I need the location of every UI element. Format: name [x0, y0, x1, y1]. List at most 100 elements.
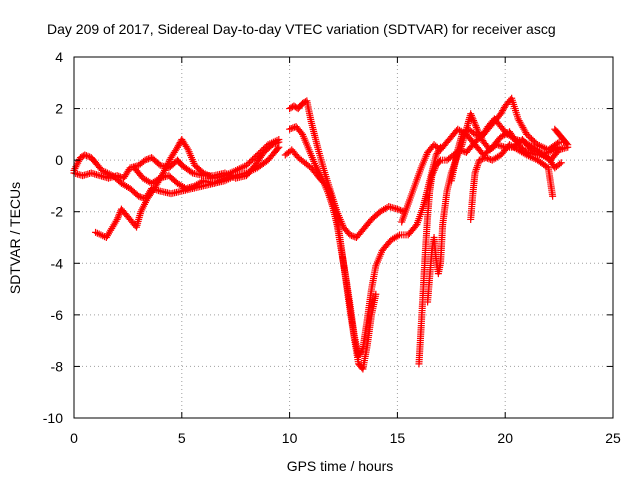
data-point [113, 215, 121, 223]
data-point [557, 159, 565, 167]
data-point [477, 155, 485, 163]
data-point [529, 136, 537, 144]
data-point [286, 125, 294, 133]
data-point [250, 154, 258, 162]
y-tick-label: -4 [51, 255, 64, 271]
data-point [232, 172, 240, 180]
data-point [549, 192, 557, 200]
data-point [527, 135, 535, 143]
data-point [187, 168, 195, 176]
grid-lines [74, 57, 613, 418]
data-point [259, 145, 267, 153]
x-tick-label: 25 [605, 430, 621, 446]
data-point [256, 148, 264, 156]
data-point [472, 123, 480, 131]
x-tick-label: 20 [497, 430, 513, 446]
data-point [473, 164, 481, 172]
data-point [430, 166, 438, 174]
data-point [255, 150, 263, 158]
data-point [510, 134, 518, 142]
data-point [173, 143, 181, 151]
data-point [431, 165, 439, 173]
data-point [247, 157, 255, 165]
data-point [472, 165, 480, 173]
data-point [246, 158, 254, 166]
data-point [482, 154, 490, 162]
data-point [499, 107, 507, 115]
y-tick-label: -6 [51, 307, 64, 323]
data-point [287, 125, 295, 133]
data-point [114, 214, 122, 222]
data-point [136, 193, 144, 201]
x-axis: 0 5 10 15 20 25 [70, 57, 621, 446]
data-point [393, 205, 401, 213]
x-tick-label: 15 [390, 430, 406, 446]
data-point [470, 117, 478, 125]
data-point [471, 120, 479, 128]
data-point [115, 172, 123, 180]
data-point [244, 160, 252, 168]
data-point [143, 155, 151, 163]
data-point [498, 108, 506, 116]
data-point [81, 151, 89, 159]
data-marks [70, 94, 572, 373]
x-axis-label: GPS time / hours [287, 458, 394, 474]
data-point [472, 122, 480, 130]
data-point [372, 290, 380, 298]
data-point [115, 210, 123, 218]
data-point [252, 152, 260, 160]
series-track-5 [286, 97, 408, 241]
data-point [473, 162, 481, 170]
series-track-9 [415, 94, 570, 368]
data-point [523, 130, 531, 138]
data-point [275, 136, 283, 144]
data-point [261, 144, 269, 152]
data-point [483, 154, 491, 162]
series-track-3 [92, 136, 283, 241]
y-tick-label: -8 [51, 358, 64, 374]
series-track-12 [467, 141, 557, 223]
data-point [563, 139, 571, 147]
data-point [472, 167, 480, 175]
data-point [554, 139, 562, 147]
data-point [429, 170, 437, 178]
data-point [468, 113, 476, 121]
data-point [530, 138, 538, 146]
data-point [258, 147, 266, 155]
series-track-4 [130, 164, 240, 193]
data-point [395, 206, 403, 214]
data-point [428, 172, 436, 180]
data-point [499, 105, 507, 113]
plot-frame [73, 56, 614, 419]
series-track-6 [286, 123, 445, 360]
data-point [146, 154, 154, 162]
data-point [135, 192, 143, 200]
series-track-13 [551, 125, 572, 149]
data-point [394, 232, 402, 240]
data-point [346, 231, 354, 239]
data-point [155, 175, 163, 183]
data-point [469, 115, 477, 123]
data-point [526, 133, 534, 141]
x-tick-label: 10 [282, 430, 298, 446]
data-point [115, 212, 123, 220]
data-point [475, 156, 483, 164]
data-point [433, 149, 441, 157]
x-tick-label: 0 [70, 430, 78, 446]
y-axis-label: SDTVAR / TECUs [7, 182, 23, 294]
data-point [249, 155, 257, 163]
data-point [467, 110, 475, 118]
data-point [84, 152, 92, 160]
data-point [253, 151, 261, 159]
chart-title: Day 209 of 2017, Sidereal Day-to-day VTE… [47, 21, 556, 37]
data-point [242, 161, 250, 169]
data-point [174, 142, 182, 150]
data-point [471, 130, 479, 138]
y-tick-label: 4 [55, 49, 63, 65]
series-track-7 [281, 146, 380, 373]
y-tick-label: -10 [43, 410, 63, 426]
data-point [467, 111, 475, 119]
data-point [497, 110, 505, 118]
data-point [82, 152, 90, 160]
